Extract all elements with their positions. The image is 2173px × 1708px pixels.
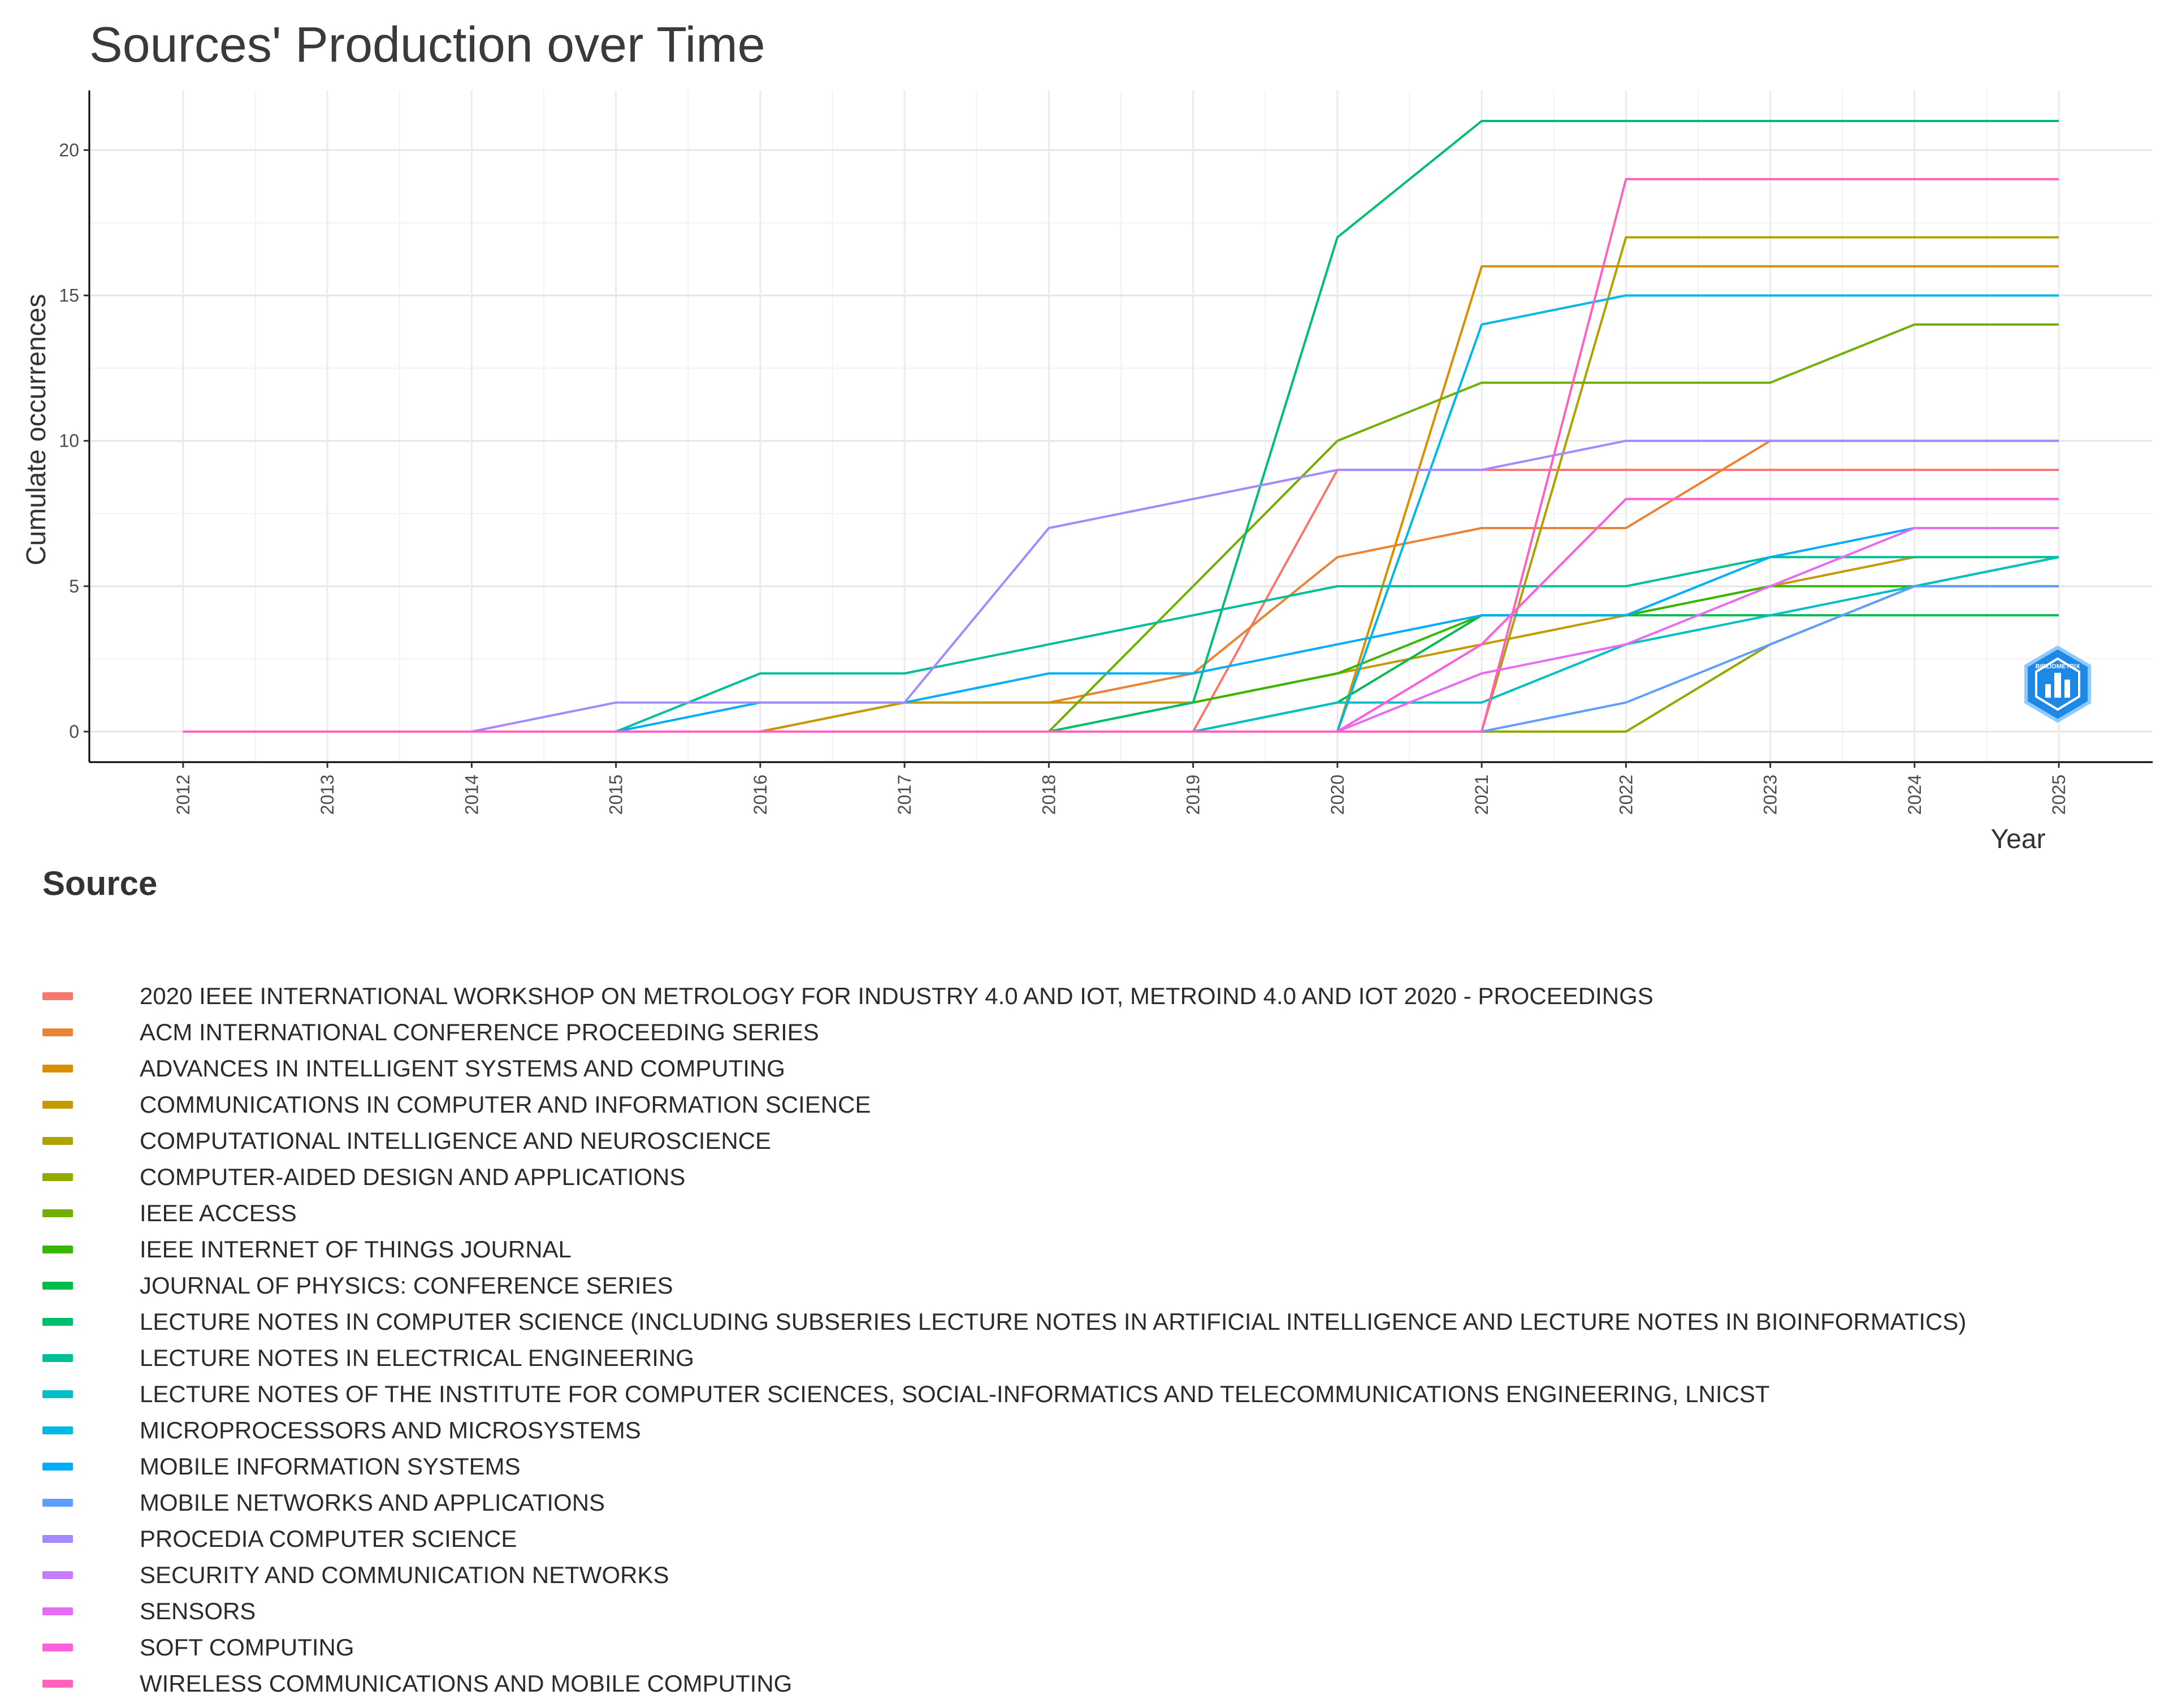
x-tick-label: 2017 xyxy=(894,775,915,815)
legend-label: ADVANCES IN INTELLIGENT SYSTEMS AND COMP… xyxy=(140,1055,785,1082)
x-tick-label: 2020 xyxy=(1327,775,1348,815)
legend-label: JOURNAL OF PHYSICS: CONFERENCE SERIES xyxy=(140,1272,673,1299)
x-tick-label: 2013 xyxy=(317,775,337,815)
x-tick-label: 2019 xyxy=(1183,775,1204,815)
legend-key xyxy=(42,1463,73,1471)
legend-item: SECURITY AND COMMUNICATION NETWORKS xyxy=(42,1562,669,1588)
legend-label: IEEE INTERNET OF THINGS JOURNAL xyxy=(140,1236,572,1262)
legend-key xyxy=(42,1426,73,1434)
legend-label: WIRELESS COMMUNICATIONS AND MOBILE COMPU… xyxy=(140,1670,793,1697)
legend-label: COMPUTATIONAL INTELLIGENCE AND NEUROSCIE… xyxy=(140,1127,772,1154)
legend-key xyxy=(42,1173,73,1181)
legend-label: IEEE ACCESS xyxy=(140,1200,297,1226)
legend-title: Source xyxy=(42,864,158,902)
legend-label: ACM INTERNATIONAL CONFERENCE PROCEEDING … xyxy=(140,1019,819,1045)
legend-key xyxy=(42,1028,73,1036)
legend-item: JOURNAL OF PHYSICS: CONFERENCE SERIES xyxy=(42,1272,673,1299)
legend-key xyxy=(42,1644,73,1651)
y-tick-label: 0 xyxy=(69,721,79,742)
legend-label: LECTURE NOTES OF THE INSTITUTE FOR COMPU… xyxy=(140,1381,1770,1407)
legend-item: LECTURE NOTES IN COMPUTER SCIENCE (INCLU… xyxy=(42,1308,1966,1335)
legend-label: MICROPROCESSORS AND MICROSYSTEMS xyxy=(140,1417,641,1443)
legend-label: MOBILE INFORMATION SYSTEMS xyxy=(140,1453,521,1480)
legend-key xyxy=(42,1065,73,1073)
legend-label: PROCEDIA COMPUTER SCIENCE xyxy=(140,1525,517,1552)
legend-label: MOBILE NETWORKS AND APPLICATIONS xyxy=(140,1489,605,1516)
logo-text: BIBLIOMETRIX xyxy=(2036,663,2080,670)
legend-item: SENSORS xyxy=(42,1598,256,1624)
legend-key xyxy=(42,1354,73,1362)
legend-key xyxy=(42,1137,73,1145)
legend-item: IEEE ACCESS xyxy=(42,1200,297,1226)
logo-inner-hexagon-icon xyxy=(2035,657,2080,711)
legend-item: LECTURE NOTES OF THE INSTITUTE FOR COMPU… xyxy=(42,1381,1770,1407)
y-tick-label: 10 xyxy=(59,431,79,451)
legend-label: SENSORS xyxy=(140,1598,256,1624)
legend-item: WIRELESS COMMUNICATIONS AND MOBILE COMPU… xyxy=(42,1670,792,1697)
y-tick-label: 20 xyxy=(59,140,79,160)
legend-item: IEEE INTERNET OF THINGS JOURNAL xyxy=(42,1236,572,1262)
legend-key xyxy=(42,1209,73,1217)
legend-key xyxy=(42,1680,73,1688)
legend-item: MOBILE INFORMATION SYSTEMS xyxy=(42,1453,521,1480)
legend-item: PROCEDIA COMPUTER SCIENCE xyxy=(42,1525,517,1552)
legend-label: 2020 IEEE INTERNATIONAL WORKSHOP ON METR… xyxy=(140,983,1653,1009)
legend-label: LECTURE NOTES IN COMPUTER SCIENCE (INCLU… xyxy=(140,1308,1967,1335)
x-tick-label: 2012 xyxy=(173,775,193,815)
legend-key xyxy=(42,1571,73,1579)
x-tick-label: 2015 xyxy=(606,775,626,815)
x-tick-label: 2023 xyxy=(1760,775,1781,815)
legend-key xyxy=(42,992,73,1000)
legend-label: COMMUNICATIONS IN COMPUTER AND INFORMATI… xyxy=(140,1091,871,1118)
legend-item: COMPUTER-AIDED DESIGN AND APPLICATIONS xyxy=(42,1164,685,1190)
legend-item: ACM INTERNATIONAL CONFERENCE PROCEEDING … xyxy=(42,1019,819,1045)
series-line xyxy=(183,439,2059,733)
logo-bar-icon xyxy=(2064,680,2070,698)
ticks: 0 5 10 15 20 2012 2013 2014 2015 2016 2017 2018 2019… xyxy=(59,140,2069,815)
legend-key xyxy=(42,1499,73,1507)
x-tick-label: 2022 xyxy=(1616,775,1636,815)
x-tick-label: 2024 xyxy=(1904,775,1925,815)
legend-item: COMMUNICATIONS IN COMPUTER AND INFORMATI… xyxy=(42,1091,871,1118)
x-tick-label: 2025 xyxy=(2049,775,2069,815)
axes xyxy=(88,90,2153,763)
legend-label: SECURITY AND COMMUNICATION NETWORKS xyxy=(140,1562,669,1588)
legend-item: MICROPROCESSORS AND MICROSYSTEMS xyxy=(42,1417,641,1443)
y-tick-label: 5 xyxy=(69,576,79,596)
legend-item: MOBILE NETWORKS AND APPLICATIONS xyxy=(42,1489,605,1516)
legend-key xyxy=(42,1246,73,1253)
series-line xyxy=(183,178,2059,733)
legend-item: LECTURE NOTES IN ELECTRICAL ENGINEERING xyxy=(42,1344,694,1371)
legend-key xyxy=(42,1390,73,1398)
chart-title: Sources' Production over Time xyxy=(89,16,765,72)
y-axis-title: Cumulate occurrences xyxy=(21,294,51,565)
grid-minor xyxy=(89,90,2153,762)
y-tick-label: 15 xyxy=(59,286,79,306)
x-tick-label: 2016 xyxy=(750,775,770,815)
legend-key xyxy=(42,1101,73,1109)
x-axis-title: Year xyxy=(1991,824,2046,854)
legend-item: COMPUTATIONAL INTELLIGENCE AND NEUROSCIE… xyxy=(42,1127,771,1154)
logo-bar-icon xyxy=(2054,673,2061,698)
bibliometrix-logo: BIBLIOMETRIX xyxy=(2024,645,2091,723)
series-lines xyxy=(183,120,2059,733)
legend-key xyxy=(42,1282,73,1290)
plot-area: 0 5 10 15 20 2012 2013 2014 2015 2016 2017 2018 2019… xyxy=(21,90,2153,854)
x-tick-label: 2021 xyxy=(1471,775,1492,815)
legend-item: ADVANCES IN INTELLIGENT SYSTEMS AND COMP… xyxy=(42,1055,785,1082)
legend-key xyxy=(42,1535,73,1543)
legend-item: SOFT COMPUTING xyxy=(42,1634,354,1661)
legend-item: 2020 IEEE INTERNATIONAL WORKSHOP ON METR… xyxy=(42,983,1653,1009)
x-tick-label: 2014 xyxy=(461,775,482,815)
legend-label: COMPUTER-AIDED DESIGN AND APPLICATIONS xyxy=(140,1164,686,1190)
legend-label: LECTURE NOTES IN ELECTRICAL ENGINEERING xyxy=(140,1344,694,1371)
legend-key xyxy=(42,1607,73,1615)
logo-bar-icon xyxy=(2045,684,2051,698)
x-tick-label: 2018 xyxy=(1038,775,1059,815)
legend-label: SOFT COMPUTING xyxy=(140,1634,354,1661)
legend-key xyxy=(42,1318,73,1326)
